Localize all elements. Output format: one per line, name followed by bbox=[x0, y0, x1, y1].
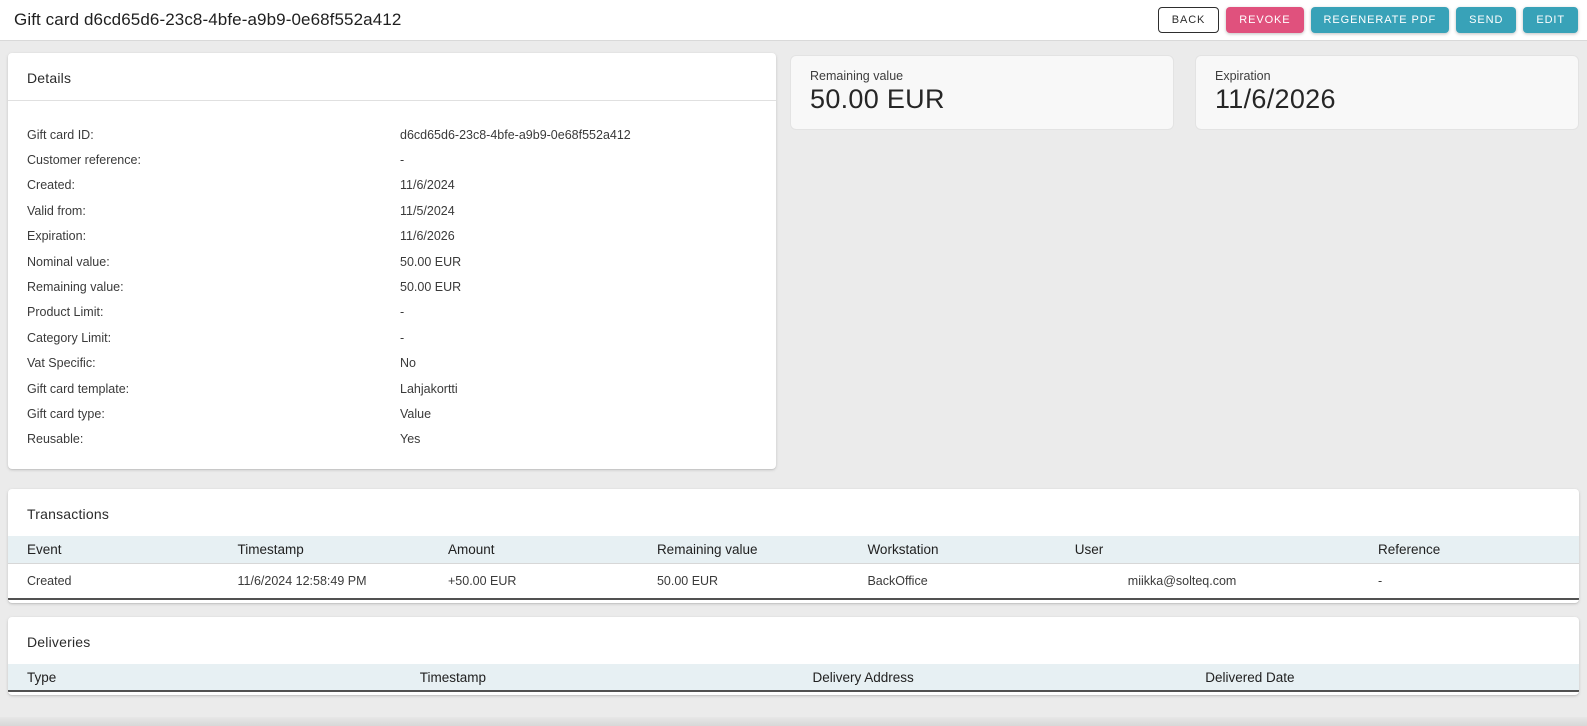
detail-value: Yes bbox=[400, 432, 421, 447]
transaction-timestamp: 11/6/2024 12:58:49 PM bbox=[218, 563, 429, 601]
column-header-workstation: Workstation bbox=[848, 536, 1056, 564]
detail-label: Product Limit: bbox=[27, 305, 104, 320]
remaining-value-label: Remaining value bbox=[810, 69, 904, 83]
column-header-timestamp: Timestamp bbox=[218, 536, 429, 564]
detail-row-category-limit: Category Limit: - bbox=[8, 325, 776, 350]
detail-label: Valid from: bbox=[27, 203, 86, 218]
detail-value: - bbox=[400, 305, 405, 320]
page-title: Gift card d6cd65d6-23c8-4bfe-a9b9-0e68f5… bbox=[14, 10, 402, 29]
detail-label: Gift card type: bbox=[27, 406, 105, 421]
detail-row-product-limit: Product Limit: - bbox=[8, 300, 776, 325]
details-heading: Details bbox=[27, 70, 72, 86]
detail-label: Gift card ID: bbox=[27, 127, 94, 142]
column-header-type: Type bbox=[8, 664, 401, 693]
summary-cards: Remaining value 50.00 EUR Expiration 11/… bbox=[790, 55, 1579, 130]
detail-label: Category Limit: bbox=[27, 330, 112, 345]
detail-label: Reusable: bbox=[27, 432, 84, 447]
deliveries-panel: Deliveries Type Timestamp Delivery Addre… bbox=[8, 617, 1579, 696]
topbar: Gift card d6cd65d6-23c8-4bfe-a9b9-0e68f5… bbox=[0, 0, 1587, 41]
column-header-reference: Reference bbox=[1358, 536, 1579, 564]
details-panel: Details Gift card ID: d6cd65d6-23c8-4bfe… bbox=[8, 53, 776, 470]
transactions-heading: Transactions bbox=[27, 506, 110, 523]
details-rows: Gift card ID: d6cd65d6-23c8-4bfe-a9b9-0e… bbox=[8, 101, 776, 469]
expiration-date: 11/6/2026 bbox=[1215, 84, 1336, 114]
detail-value: Lahjakortti bbox=[400, 381, 458, 396]
detail-row-remaining-value: Remaining value: 50.00 EUR bbox=[8, 274, 776, 299]
deliveries-table: Type Timestamp Delivery Address Delivere… bbox=[8, 664, 1579, 693]
column-header-remaining-value: Remaining value bbox=[637, 536, 849, 564]
transaction-workstation: BackOffice bbox=[848, 563, 1056, 601]
detail-row-valid-from: Valid from: 11/5/2024 bbox=[8, 198, 776, 223]
deliveries-heading: Deliveries bbox=[27, 634, 91, 651]
back-button[interactable]: BACK bbox=[1157, 7, 1220, 33]
edit-button[interactable]: EDIT bbox=[1523, 7, 1578, 33]
divider bbox=[8, 100, 776, 101]
detail-label: Customer reference: bbox=[27, 153, 141, 168]
transaction-reference: - bbox=[1358, 563, 1579, 601]
detail-value: 11/6/2024 bbox=[400, 178, 455, 193]
column-header-delivered-date: Delivered Date bbox=[1186, 664, 1579, 693]
detail-value: No bbox=[400, 356, 416, 371]
detail-value: 11/6/2026 bbox=[400, 229, 455, 244]
detail-row-vat-specific: Vat Specific: No bbox=[8, 351, 776, 376]
detail-value: Value bbox=[400, 406, 432, 421]
detail-row-gift-card-id: Gift card ID: d6cd65d6-23c8-4bfe-a9b9-0e… bbox=[8, 122, 776, 147]
transaction-amount: +50.00 EUR bbox=[429, 563, 638, 601]
detail-label: Nominal value: bbox=[27, 254, 110, 269]
detail-row-expiration: Expiration: 11/6/2026 bbox=[8, 224, 776, 249]
column-header-amount: Amount bbox=[429, 536, 638, 564]
remaining-value-amount: 50.00 EUR bbox=[810, 84, 945, 114]
content-area: Details Gift card ID: d6cd65d6-23c8-4bfe… bbox=[0, 41, 1587, 696]
column-header-delivery-address: Delivery Address bbox=[793, 664, 1187, 693]
detail-value: 50.00 EUR bbox=[400, 254, 462, 269]
detail-row-gift-card-template: Gift card template: Lahjakortti bbox=[8, 376, 776, 401]
detail-label: Expiration: bbox=[27, 229, 87, 244]
topbar-actions: BACK REVOKE REGENERATE PDF SEND EDIT bbox=[1157, 7, 1578, 33]
detail-value: - bbox=[400, 330, 405, 345]
transactions-panel: Transactions Event Timestamp Amount Rema… bbox=[8, 489, 1579, 604]
transaction-user: miikka@solteq.com bbox=[1055, 563, 1359, 601]
expiration-label: Expiration bbox=[1215, 69, 1271, 83]
column-header-user: User bbox=[1055, 536, 1359, 564]
transaction-remaining-value: 50.00 EUR bbox=[637, 563, 849, 601]
detail-value: 50.00 EUR bbox=[400, 280, 462, 295]
detail-value: - bbox=[400, 153, 405, 168]
detail-row-gift-card-type: Gift card type: Value bbox=[8, 401, 776, 426]
transaction-row: Created 11/6/2024 12:58:49 PM +50.00 EUR… bbox=[8, 563, 1579, 601]
detail-value: d6cd65d6-23c8-4bfe-a9b9-0e68f552a412 bbox=[400, 127, 631, 142]
transactions-table: Event Timestamp Amount Remaining value W… bbox=[8, 536, 1579, 601]
detail-label: Gift card template: bbox=[27, 381, 130, 396]
detail-label: Created: bbox=[27, 178, 75, 193]
remaining-value-card: Remaining value 50.00 EUR bbox=[790, 55, 1174, 130]
detail-value: 11/5/2024 bbox=[400, 203, 455, 218]
bottom-edge-strip bbox=[0, 717, 1587, 726]
transaction-event: Created bbox=[8, 563, 219, 601]
detail-row-nominal-value: Nominal value: 50.00 EUR bbox=[8, 249, 776, 274]
deliveries-header-row: Type Timestamp Delivery Address Delivere… bbox=[8, 664, 1579, 693]
column-header-event: Event bbox=[8, 536, 219, 564]
detail-label: Remaining value: bbox=[27, 280, 124, 295]
send-button[interactable]: SEND bbox=[1456, 7, 1517, 33]
revoke-button[interactable]: REVOKE bbox=[1226, 7, 1304, 33]
detail-row-reusable: Reusable: Yes bbox=[8, 427, 776, 452]
detail-row-customer-reference: Customer reference: - bbox=[8, 147, 776, 172]
transactions-header-row: Event Timestamp Amount Remaining value W… bbox=[8, 536, 1579, 564]
regenerate-pdf-button[interactable]: REGENERATE PDF bbox=[1310, 7, 1450, 33]
detail-label: Vat Specific: bbox=[27, 356, 96, 371]
detail-row-created: Created: 11/6/2024 bbox=[8, 173, 776, 198]
expiration-card: Expiration 11/6/2026 bbox=[1195, 55, 1579, 130]
column-header-delivery-timestamp: Timestamp bbox=[400, 664, 794, 693]
